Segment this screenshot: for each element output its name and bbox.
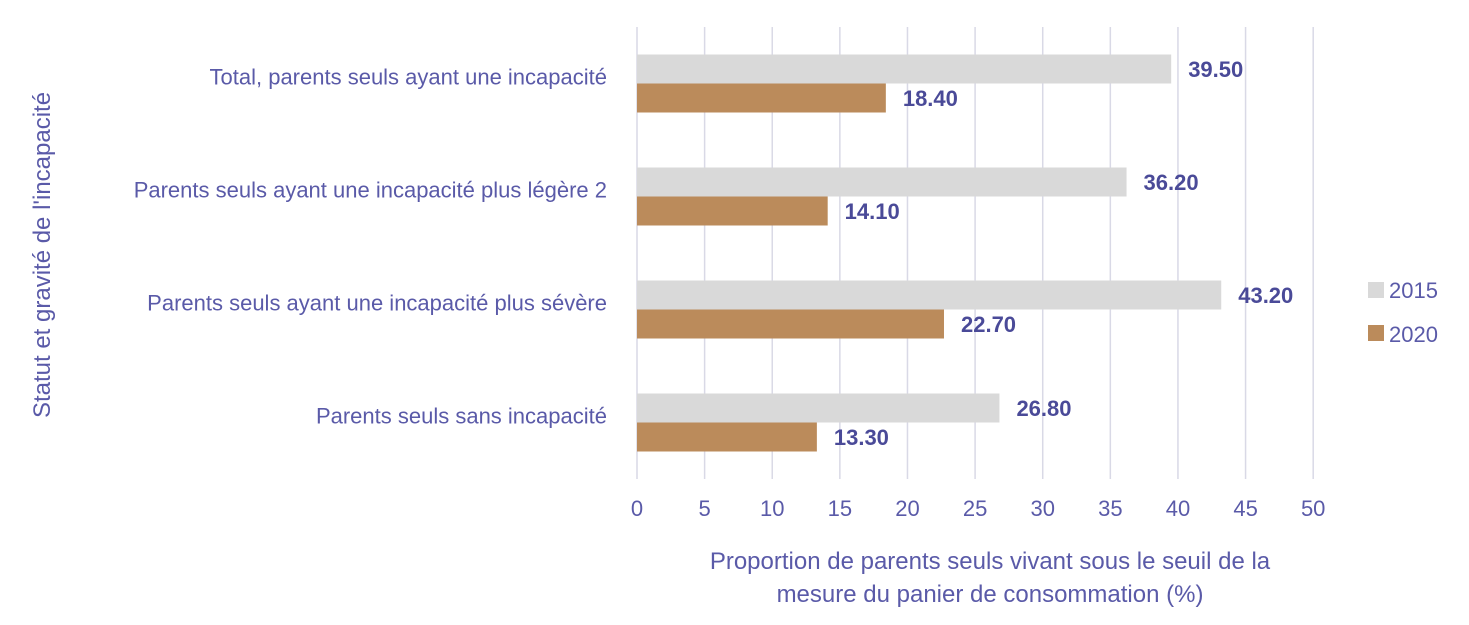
legend: 2015 2020 — [1368, 278, 1438, 347]
x-tick-label: 35 — [1098, 496, 1122, 521]
bar-2020 — [637, 196, 828, 226]
y-axis-title: Statut et gravité de l'incapacité — [29, 92, 56, 418]
data-label-2020: 22.70 — [961, 312, 1016, 337]
bar-2015 — [637, 393, 1000, 423]
legend-swatch-2020 — [1368, 325, 1384, 341]
x-tick-label: 15 — [828, 496, 852, 521]
legend-label-2020: 2020 — [1389, 322, 1438, 347]
x-tick-label: 5 — [698, 496, 710, 521]
data-label-2020: 18.40 — [903, 86, 958, 111]
data-label-2015: 39.50 — [1188, 57, 1243, 82]
data-label-2015: 43.20 — [1238, 283, 1293, 308]
bar-2015 — [637, 280, 1222, 310]
category-label: Total, parents seuls ayant une incapacit… — [210, 65, 607, 90]
category-labels: Total, parents seuls ayant une incapacit… — [134, 65, 607, 429]
x-tick-label: 0 — [631, 496, 643, 521]
x-tick-label: 30 — [1030, 496, 1054, 521]
legend-swatch-2015 — [1368, 282, 1384, 298]
x-tick-label: 40 — [1166, 496, 1190, 521]
category-label: Parents seuls sans incapacité — [316, 404, 607, 429]
bar-2020 — [637, 83, 886, 113]
x-tick-label: 10 — [760, 496, 784, 521]
x-tick-label: 50 — [1301, 496, 1325, 521]
data-label-2020: 13.30 — [834, 425, 889, 450]
data-label-2015: 26.80 — [1016, 396, 1071, 421]
data-label-2020: 14.10 — [845, 199, 900, 224]
data-label-2015: 36.20 — [1144, 170, 1199, 195]
category-label: Parents seuls ayant une incapacité plus … — [134, 178, 607, 203]
bar-2015 — [637, 54, 1172, 84]
data-labels: 39.50 18.40 36.20 14.10 43.20 22.70 26.80 13.30 — [834, 57, 1293, 450]
bar-2020 — [637, 309, 944, 339]
legend-label-2015: 2015 — [1389, 278, 1438, 303]
bar-2020 — [637, 422, 817, 452]
bar-2015 — [637, 167, 1127, 197]
x-tick-label: 45 — [1233, 496, 1257, 521]
x-axis-title-line-2: mesure du panier de consommation (%) — [777, 581, 1204, 608]
category-label: Parents seuls ayant une incapacité plus … — [147, 291, 607, 316]
x-axis-ticks: 0 5 10 15 20 25 30 35 40 45 50 — [631, 496, 1326, 521]
x-tick-label: 25 — [963, 496, 987, 521]
x-axis-title-line-1: Proportion de parents seuls vivant sous … — [710, 548, 1271, 575]
bars — [637, 54, 1222, 452]
x-tick-label: 20 — [895, 496, 919, 521]
